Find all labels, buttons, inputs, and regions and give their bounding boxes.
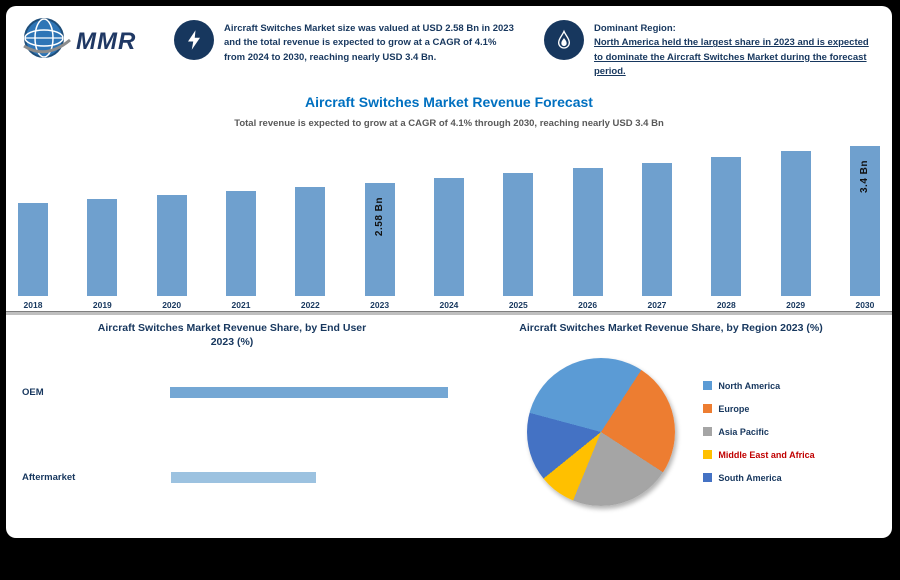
- flame-icon: [544, 20, 584, 60]
- lightning-icon: [174, 20, 214, 60]
- x-axis-label: 2029: [786, 300, 806, 310]
- legend-label: South America: [718, 472, 782, 483]
- bar: [225, 191, 256, 296]
- legend-label: Middle East and Africa: [718, 449, 815, 460]
- legend-swatch: [703, 450, 713, 460]
- x-axis-label: 2024: [439, 300, 459, 310]
- region-section: Aircraft Switches Market Revenue Share, …: [458, 322, 884, 506]
- pie-legend: North America Europe Asia Pacific Middle Ea…: [703, 368, 815, 496]
- x-axis-label: 2025: [508, 300, 528, 310]
- legend-item: South America: [703, 473, 814, 483]
- end-user-label: Aftermarket: [22, 472, 76, 484]
- legend-item: Europe: [703, 404, 814, 414]
- logo-text: MMR: [76, 27, 137, 55]
- bar-value-label: 2.58 Bn: [374, 196, 386, 236]
- region-heading: Aircraft Switches Market Revenue Share, …: [519, 322, 823, 334]
- dominant-region-body: North America held the largest share in …: [594, 37, 869, 77]
- bar-column-2021: 2021: [225, 140, 256, 310]
- x-axis-label: 2021: [231, 300, 251, 310]
- bar-column-2024: 2024: [433, 140, 464, 310]
- globe-icon: [20, 14, 72, 69]
- end-user-section: Aircraft Switches Market Revenue Share, …: [16, 322, 448, 484]
- bar: [711, 157, 742, 296]
- bar-column-2030: 3.4 Bn 2030: [849, 140, 880, 310]
- legend-item: Middle East and Africa: [703, 449, 815, 460]
- dominant-region-highlight: Dominant Region: North America held the …: [544, 20, 878, 79]
- x-axis-label: 2022: [300, 300, 320, 310]
- legend-swatch: [703, 381, 713, 391]
- infographic-card: MMR Aircraft Switches Market size was va…: [6, 6, 892, 538]
- legend-label: Europe: [718, 403, 750, 414]
- end-user-row: OEM: [16, 387, 448, 399]
- bar-column-2018: 2018: [18, 140, 48, 310]
- dominant-region-title: Dominant Region:: [594, 23, 676, 34]
- x-axis-label: 2018: [23, 300, 43, 310]
- x-axis-label: 2026: [578, 300, 598, 310]
- bar-column-2023: 2.58 Bn 2023: [364, 140, 395, 310]
- legend-item: North America: [703, 381, 814, 391]
- x-axis-label: 2028: [716, 300, 736, 310]
- legend-swatch: [703, 427, 713, 437]
- bar: 3.4 Bn: [849, 146, 880, 296]
- market-size-highlight: Aircraft Switches Market size was valued…: [174, 20, 514, 65]
- pie-area: North America Europe Asia Pacific Middle Ea…: [458, 357, 884, 506]
- bar: [503, 172, 534, 296]
- bar: [641, 162, 672, 296]
- bar-column-2029: 2029: [780, 140, 811, 310]
- bar: [18, 203, 48, 296]
- end-user-bar-chart: OEM Aftermarket: [16, 387, 448, 484]
- bar-column-2019: 2019: [87, 140, 118, 310]
- bar-column-2027: 2027: [641, 140, 672, 310]
- x-axis-label: 2030: [855, 300, 875, 310]
- bar: [156, 195, 187, 296]
- end-user-label: OEM: [22, 387, 44, 399]
- legend-swatch: [703, 473, 713, 483]
- legend-label: North America: [718, 380, 781, 391]
- section-divider: [6, 311, 892, 315]
- end-user-bar: [171, 472, 316, 484]
- bar: [87, 199, 118, 296]
- region-pie-chart: [527, 357, 676, 506]
- bar: [295, 186, 326, 296]
- x-axis-label: 2019: [92, 300, 112, 310]
- revenue-bar-chart: 2018 2019 2020 2021 2022 2.58 Bn 2023 2024 2025 2…: [18, 140, 880, 310]
- mmr-logo: MMR: [20, 14, 136, 69]
- legend-item: Asia Pacific: [703, 427, 814, 437]
- bar-column-2028: 2028: [711, 140, 742, 310]
- bar-column-2025: 2025: [503, 140, 534, 310]
- end-user-heading: Aircraft Switches Market Revenue Share, …: [97, 322, 367, 348]
- legend-swatch: [703, 404, 713, 414]
- end-user-bar: [169, 387, 448, 399]
- dominant-region-text: Dominant Region: North America held the …: [594, 22, 878, 79]
- chart-subtitle: Total revenue is expected to grow at a C…: [234, 118, 664, 129]
- market-size-text: Aircraft Switches Market size was valued…: [224, 23, 514, 63]
- bar: 2.58 Bn: [364, 182, 395, 296]
- x-axis-label: 2020: [162, 300, 182, 310]
- x-axis-label: 2023: [370, 300, 390, 310]
- bar-column-2026: 2026: [572, 140, 603, 310]
- end-user-row: Aftermarket: [16, 472, 448, 484]
- bar-column-2020: 2020: [156, 140, 187, 310]
- chart-title: Aircraft Switches Market Revenue Forecas…: [305, 94, 593, 110]
- bar: [780, 151, 811, 296]
- x-axis-label: 2027: [647, 300, 667, 310]
- bar-column-2022: 2022: [295, 140, 326, 310]
- legend-label: Asia Pacific: [718, 426, 769, 437]
- bar: [433, 177, 464, 296]
- bar-value-label: 3.4 Bn: [859, 160, 871, 194]
- bar: [572, 168, 603, 296]
